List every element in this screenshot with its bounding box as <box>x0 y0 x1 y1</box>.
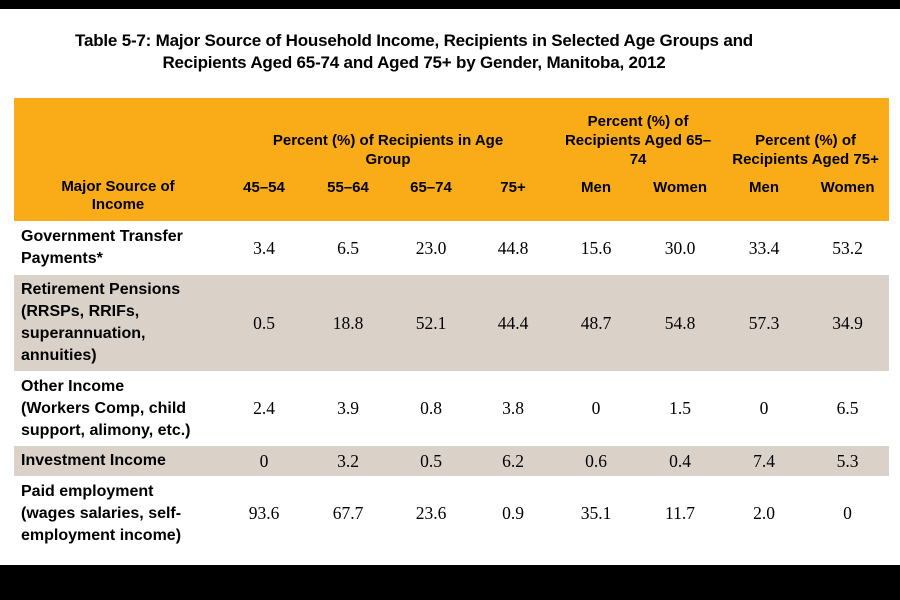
data-cell: 0 <box>222 446 306 476</box>
data-cell: 93.6 <box>248 503 280 523</box>
data-cell: 3.9 <box>337 398 359 418</box>
data-cell: 44.8 <box>497 237 529 258</box>
data-cell: 0 <box>843 503 852 523</box>
data-cell: 2.0 <box>753 503 775 523</box>
table-row-government-transfer: Government Transfer Payments* 3.4 6.5 23… <box>14 221 889 275</box>
data-cell: 1.5 <box>669 398 691 418</box>
column-header-women-65-74: Women <box>638 172 723 221</box>
data-cell: 0.6 <box>554 446 639 476</box>
data-cell: 18.8 <box>306 275 390 371</box>
data-cell: 44.4 <box>472 275 555 371</box>
data-cell: 33.4 <box>748 237 780 258</box>
column-header-55-64: 55–64 <box>306 172 390 221</box>
data-cell: 30.0 <box>664 237 696 258</box>
data-cell: 3.2 <box>306 446 390 476</box>
table-row-other-income: Other Income (Workers Comp, child suppor… <box>14 371 889 446</box>
group-header-aged-75-plus: Percent (%) of Recipients Aged 75+ <box>722 98 890 172</box>
row-label: Investment Income <box>14 446 222 476</box>
column-header-65-74: 65–74 <box>390 172 472 221</box>
group-header-spacer <box>14 98 222 172</box>
document-page: Table 5-7: Major Source of Household Inc… <box>0 9 900 565</box>
data-cell: 0.5 <box>390 446 472 476</box>
data-cell: 3.4 <box>253 237 275 258</box>
row-label: Retirement Pensions (RRSPs, RRIFs, super… <box>14 275 222 371</box>
data-cell: 23.0 <box>415 237 447 258</box>
data-cell: 57.3 <box>722 275 807 371</box>
data-cell: 11.7 <box>665 503 696 523</box>
column-header-75-plus: 75+ <box>472 172 555 221</box>
table-title-line1: Table 5-7: Major Source of Household Inc… <box>75 31 753 50</box>
data-cell: 6.2 <box>472 446 555 476</box>
group-header-row: Percent (%) of Recipients in Age Group P… <box>14 98 890 172</box>
data-cell: 6.5 <box>337 237 359 258</box>
income-table: Percent (%) of Recipients in Age Group P… <box>14 98 890 551</box>
data-cell: 0 <box>759 398 769 418</box>
column-header-men-65-74: Men <box>554 172 639 221</box>
data-cell: 6.5 <box>836 398 859 418</box>
column-header-major-source: Major Source of Income <box>14 172 222 221</box>
data-cell: 35.1 <box>580 503 612 523</box>
table-row-investment-income: Investment Income 0 3.2 0.5 6.2 0.6 0.4 … <box>14 446 890 476</box>
column-header-45-54: 45–54 <box>222 172 306 221</box>
data-cell: 54.8 <box>638 275 723 371</box>
table-row-retirement-pensions: Retirement Pensions (RRSPs, RRIFs, super… <box>14 275 890 371</box>
row-label: Other Income (Workers Comp, child suppor… <box>21 377 191 439</box>
data-cell: 53.2 <box>832 237 863 258</box>
data-cell: 5.3 <box>806 446 890 476</box>
data-cell: 23.6 <box>415 503 447 523</box>
data-cell: 48.7 <box>554 275 639 371</box>
data-cell: 2.4 <box>253 398 275 418</box>
data-cell: 0.8 <box>420 398 442 418</box>
group-header-age-groups: Percent (%) of Recipients in Age Group <box>222 98 555 172</box>
table-row-paid-employment: Paid employment (wages salaries, self-em… <box>14 476 889 551</box>
data-cell: 0.5 <box>222 275 306 371</box>
group-header-aged-65-74: Percent (%) of Recipients Aged 65–74 <box>554 98 723 172</box>
data-cell: 34.9 <box>806 275 890 371</box>
row-label: Paid employment (wages salaries, self-em… <box>21 482 182 544</box>
data-cell: 0 <box>591 398 601 418</box>
column-header-men-75-plus: Men <box>722 172 807 221</box>
data-cell: 7.4 <box>722 446 807 476</box>
data-cell: 67.7 <box>332 503 364 523</box>
row-label: Government Transfer Payments* <box>21 228 183 267</box>
table-title-line2: Recipients Aged 65-74 and Aged 75+ by Ge… <box>162 53 666 72</box>
data-cell: 52.1 <box>390 275 472 371</box>
column-header-row: Major Source of Income 45–54 55–64 65–74… <box>14 172 890 221</box>
data-cell: 0.9 <box>502 503 524 523</box>
data-cell: 15.6 <box>580 237 612 258</box>
column-header-women-75-plus: Women <box>806 172 890 221</box>
table-title: Table 5-7: Major Source of Household Inc… <box>14 30 814 74</box>
data-cell: 0.4 <box>638 446 723 476</box>
data-cell: 3.8 <box>502 398 524 418</box>
